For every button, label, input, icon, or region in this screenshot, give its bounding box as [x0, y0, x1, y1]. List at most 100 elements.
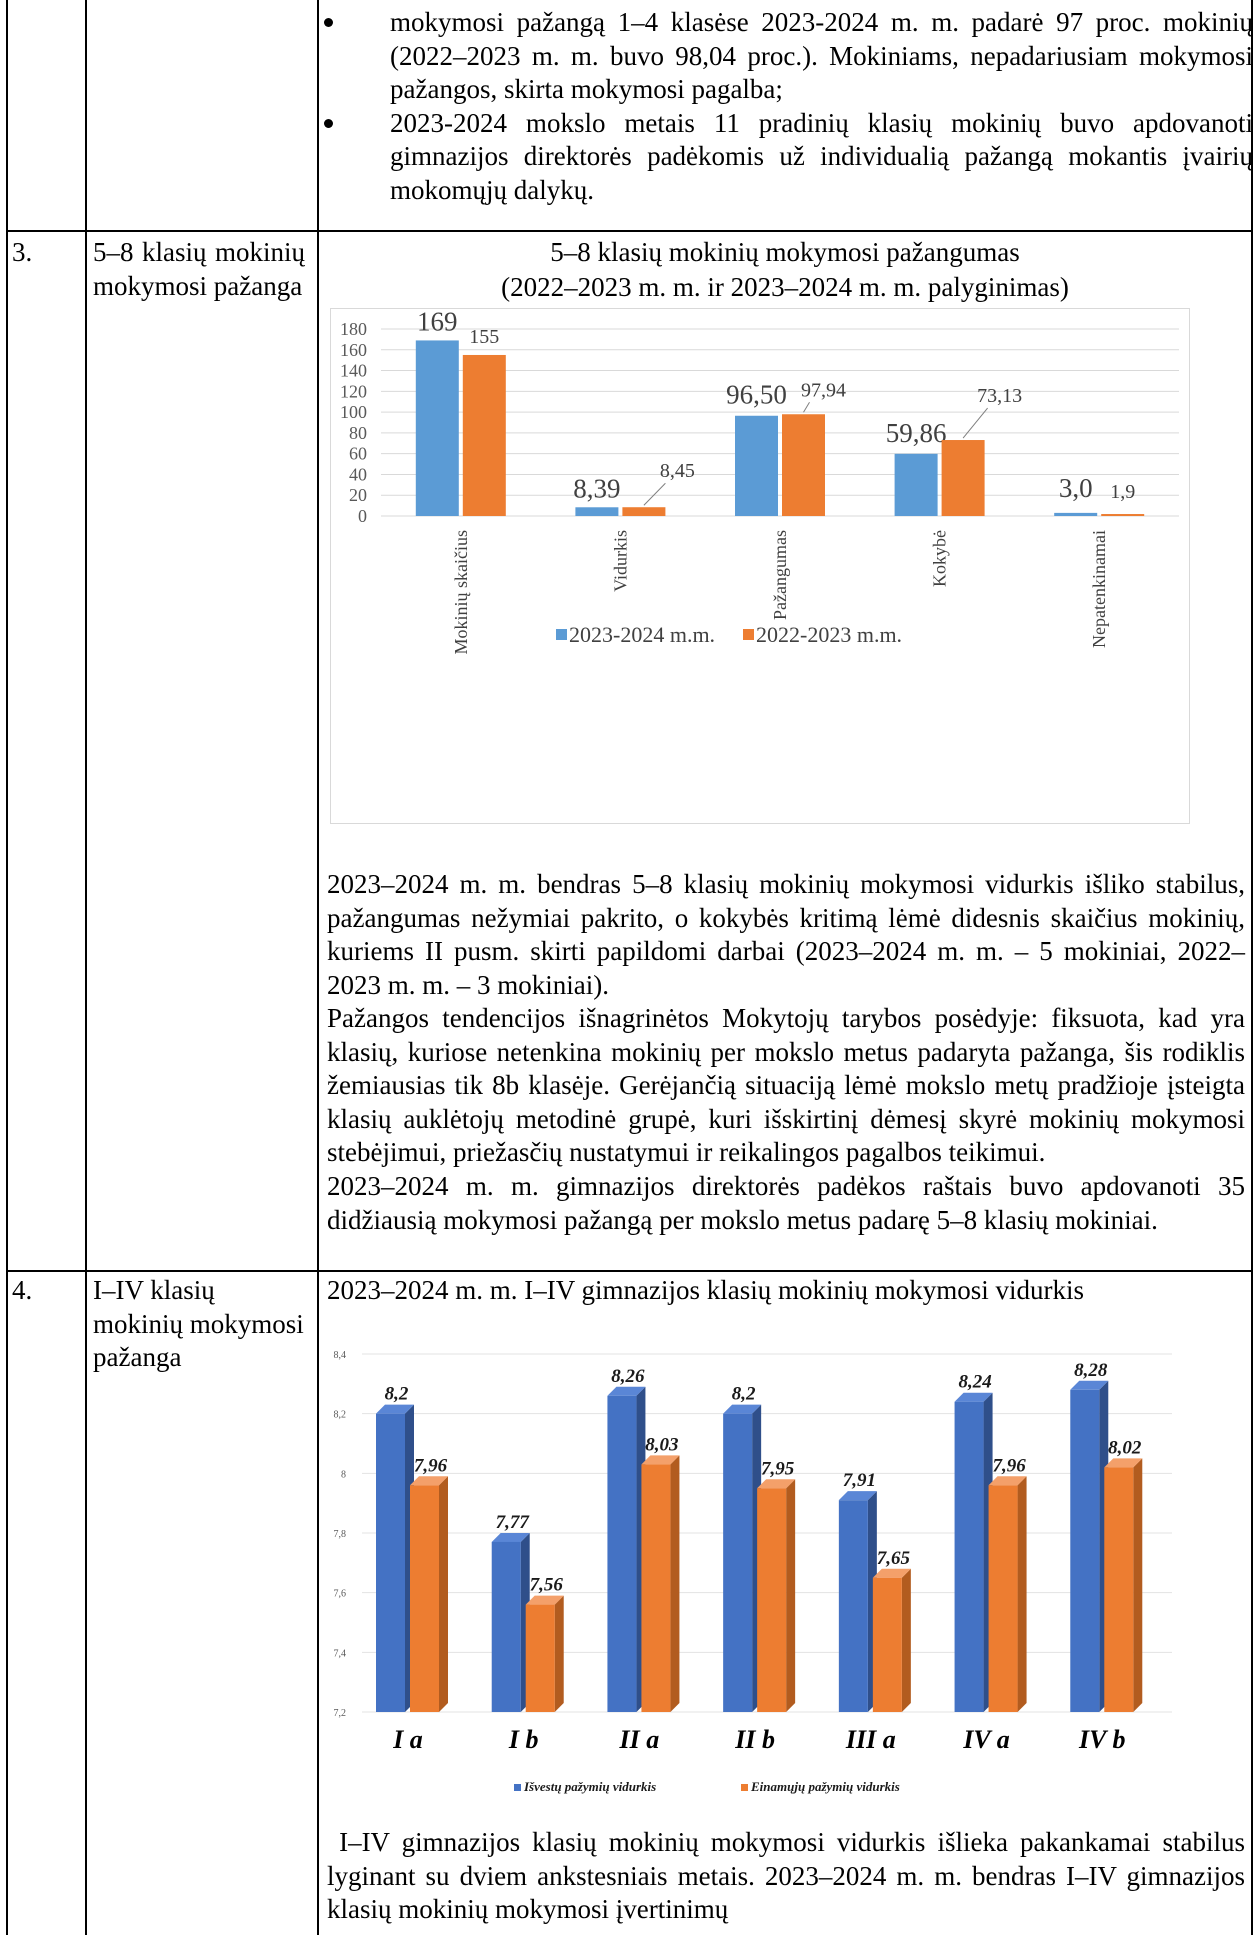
data-label: 8,28 — [1074, 1360, 1108, 1381]
data-label: 8,39 — [573, 473, 620, 503]
x-tick-label: I a — [392, 1725, 423, 1754]
y-tick-label: 40 — [349, 464, 367, 484]
bar — [376, 1413, 405, 1712]
bar-top — [1104, 1458, 1143, 1468]
table-border-right — [1251, 0, 1253, 1935]
leader-line — [803, 401, 810, 413]
bar-top — [757, 1479, 796, 1489]
bar-side — [670, 1455, 680, 1712]
y-tick-label: 0 — [358, 506, 367, 526]
data-label: 169 — [417, 309, 458, 336]
y-tick-label: 100 — [340, 402, 367, 422]
leader-line — [643, 482, 666, 506]
data-label: 7,65 — [877, 1548, 911, 1569]
table-row-divider — [6, 1270, 1253, 1272]
bar — [575, 507, 619, 516]
data-label: 1,9 — [1110, 481, 1135, 503]
data-label: 7,96 — [414, 1455, 448, 1476]
bar-top — [525, 1595, 564, 1605]
bar-side — [786, 1479, 796, 1712]
bar — [641, 1464, 671, 1712]
data-label: 8,45 — [660, 460, 695, 482]
data-label: 155 — [469, 326, 499, 348]
bar — [723, 1413, 753, 1712]
bar-top — [410, 1476, 448, 1486]
data-label: 59,86 — [886, 418, 947, 448]
data-label: 7,96 — [992, 1455, 1026, 1476]
bar — [607, 1395, 637, 1712]
legend-swatch — [514, 1784, 521, 1791]
data-label: 73,13 — [977, 385, 1022, 407]
y-tick-label: 80 — [349, 423, 367, 443]
x-tick-label: Mokinių skaičius — [451, 530, 471, 655]
list-item: mokymosi pažangą 1–4 klasėse 2023-2024 m… — [324, 6, 1253, 107]
x-tick-label: Vidurkis — [610, 530, 630, 592]
bar — [735, 415, 778, 516]
bar-top — [607, 1386, 646, 1396]
bullet-icon — [324, 18, 333, 27]
y-tick-label: 8 — [341, 1469, 346, 1480]
bar — [1054, 512, 1098, 516]
bar — [415, 340, 459, 516]
bar-side — [1017, 1476, 1027, 1712]
row-label: 5–8 klasių mokinių mokymosi pažanga — [93, 237, 305, 301]
y-tick-label: 7,4 — [334, 1648, 347, 1659]
paragraph: Pažangos tendencijos išnagrinėtos Mokyto… — [327, 1003, 1245, 1167]
chart-2-svg: 7,2 7,4 7,6 7,8 8 8,2 8,4 8,2 7,96 I a 7,77 7,56 I b… — [334, 1350, 1172, 1794]
chart-1: 0 20 40 60 80 100 120 140 160 180 169 155 Mokinių sk… — [330, 306, 1190, 824]
paragraph: 2023–2024 m. m. gimnazijos direktorės pa… — [327, 1171, 1245, 1235]
bar-top — [872, 1568, 911, 1578]
y-tick-label: 160 — [340, 340, 367, 360]
bar — [622, 507, 666, 516]
y-tick-label: 7,2 — [334, 1708, 347, 1719]
x-tick-label: II a — [619, 1725, 660, 1754]
row-label: I–IV klasių mokinių mokymosi pažanga — [93, 1275, 304, 1372]
leader-line — [962, 407, 988, 439]
data-label: 8,2 — [385, 1384, 409, 1405]
legend-label: 2023-2024 m.m. — [569, 622, 715, 647]
bar-top — [641, 1455, 680, 1465]
x-tick-label: I b — [508, 1725, 539, 1754]
y-tick-label: 7,6 — [334, 1589, 347, 1600]
bar — [838, 1500, 868, 1712]
bullet-text: mokymosi pažangą 1–4 klasėse 2023-2024 m… — [390, 7, 1253, 104]
chart-title: 5–8 klasių mokinių mokymosi pažangumas — [550, 237, 1020, 267]
section-heading: 2023–2024 m. m. I–IV gimnazijos klasių m… — [327, 1275, 1084, 1305]
y-tick-label: 7,8 — [334, 1529, 347, 1540]
y-tick-label: 20 — [349, 485, 367, 505]
legend-swatch — [741, 1784, 748, 1791]
paragraph: 2023–2024 m. m. bendras 5–8 klasių mokin… — [327, 869, 1245, 1000]
bar-side — [439, 1476, 448, 1712]
chart-2: 7,2 7,4 7,6 7,8 8 8,2 8,4 8,2 7,96 I a 7,77 7,56 I b… — [322, 1320, 1202, 1800]
bar — [410, 1485, 439, 1712]
chart-subtitle: (2022–2023 m. m. ir 2023–2024 m. m. paly… — [501, 272, 1069, 302]
table-border-col1 — [85, 0, 87, 1935]
bar-top — [838, 1491, 877, 1501]
x-tick-label: II b — [734, 1725, 775, 1754]
bar — [491, 1541, 521, 1712]
bar-side — [1133, 1458, 1143, 1712]
bullet-icon — [324, 118, 333, 128]
data-label: 3,0 — [1059, 473, 1093, 503]
data-label: 8,03 — [645, 1434, 678, 1455]
legend-swatch — [556, 629, 567, 640]
data-label: 8,26 — [611, 1366, 645, 1387]
x-tick-label: III a — [845, 1725, 896, 1754]
data-label: 96,50 — [726, 380, 787, 410]
list-item: 2023-2024 mokslo metais 11 pradinių klas… — [324, 107, 1253, 208]
bar-side — [901, 1568, 911, 1712]
data-label: 97,94 — [801, 379, 846, 401]
data-label: 7,91 — [843, 1470, 876, 1491]
y-tick-label: 8,2 — [334, 1410, 347, 1421]
data-label: 7,56 — [530, 1575, 564, 1596]
paragraph: I–IV gimnazijos klasių mokinių mokymosi … — [327, 1827, 1252, 1924]
table-border-col2 — [317, 0, 319, 1935]
bar — [1104, 1467, 1134, 1712]
legend-label: Einamųjų pažymių vidurkis — [750, 1779, 900, 1794]
bar — [988, 1485, 1018, 1712]
bar — [1101, 514, 1145, 516]
bar — [782, 414, 825, 516]
bar — [757, 1488, 787, 1712]
data-label: 8,2 — [732, 1384, 756, 1405]
y-tick-label: 8,4 — [334, 1350, 347, 1361]
